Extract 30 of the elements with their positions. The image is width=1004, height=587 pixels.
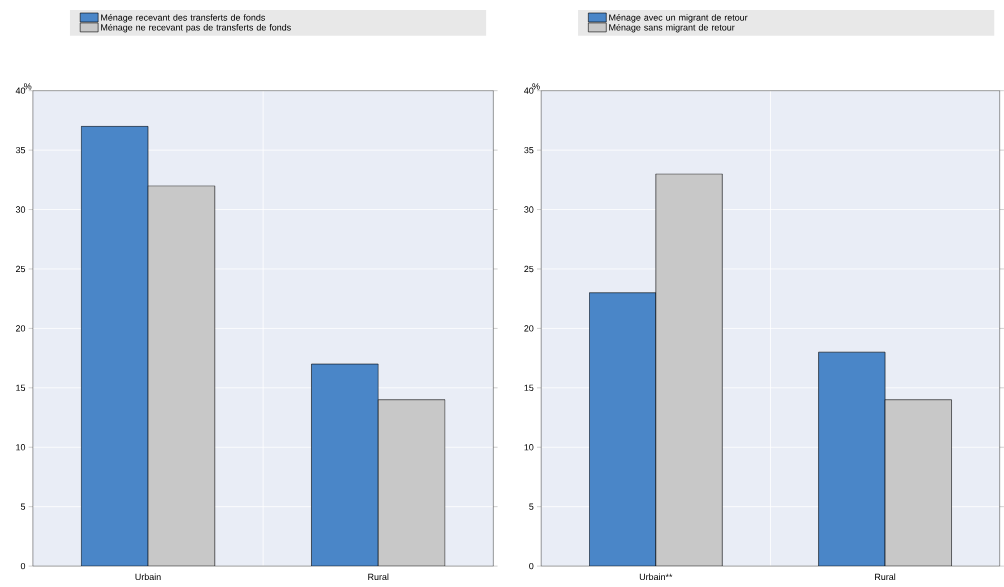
y-axis-title: % — [24, 83, 32, 90]
y-tick-label: 40 — [15, 87, 26, 94]
y-axis-title: % — [532, 83, 540, 90]
legend-label: Ménage recevant des transferts de fonds — [101, 14, 265, 23]
y-tick-label: 0 — [20, 562, 26, 570]
y-tick-label: 5 — [20, 503, 26, 510]
y-tick-label: 0 — [529, 562, 534, 570]
bar — [655, 173, 723, 567]
y-tick-label: 20 — [15, 325, 26, 332]
y-tick-label: 10 — [524, 444, 534, 451]
y-tick-label: 20 — [524, 325, 534, 332]
y-tick-label: 15 — [524, 384, 534, 391]
y-tick-label: 5 — [529, 503, 534, 510]
x-tick-label: Rural — [875, 573, 896, 581]
y-tick-label: 30 — [15, 206, 26, 213]
y-tick-label: 10 — [16, 444, 26, 451]
bar — [884, 399, 952, 567]
legend-label: Ménage sans migrant de retour — [609, 23, 735, 33]
legend-label: Ménage avec un migrant de retour — [609, 14, 748, 23]
legend-label: Ménage ne recevant pas de transferts de fonds — [101, 23, 291, 33]
x-tick-label: Urbain** — [639, 573, 673, 581]
x-tick-label: Rural — [368, 573, 389, 581]
y-tick-label: 30 — [524, 206, 534, 213]
y-tick-label: 35 — [524, 146, 534, 154]
y-tick-label: 35 — [15, 146, 26, 154]
y-tick-label: 15 — [16, 384, 26, 391]
x-tick-label: Urbain — [135, 573, 161, 581]
y-tick-label: 25 — [15, 265, 26, 273]
y-tick-label: 25 — [524, 265, 534, 273]
y-tick-label: 40 — [524, 87, 534, 94]
